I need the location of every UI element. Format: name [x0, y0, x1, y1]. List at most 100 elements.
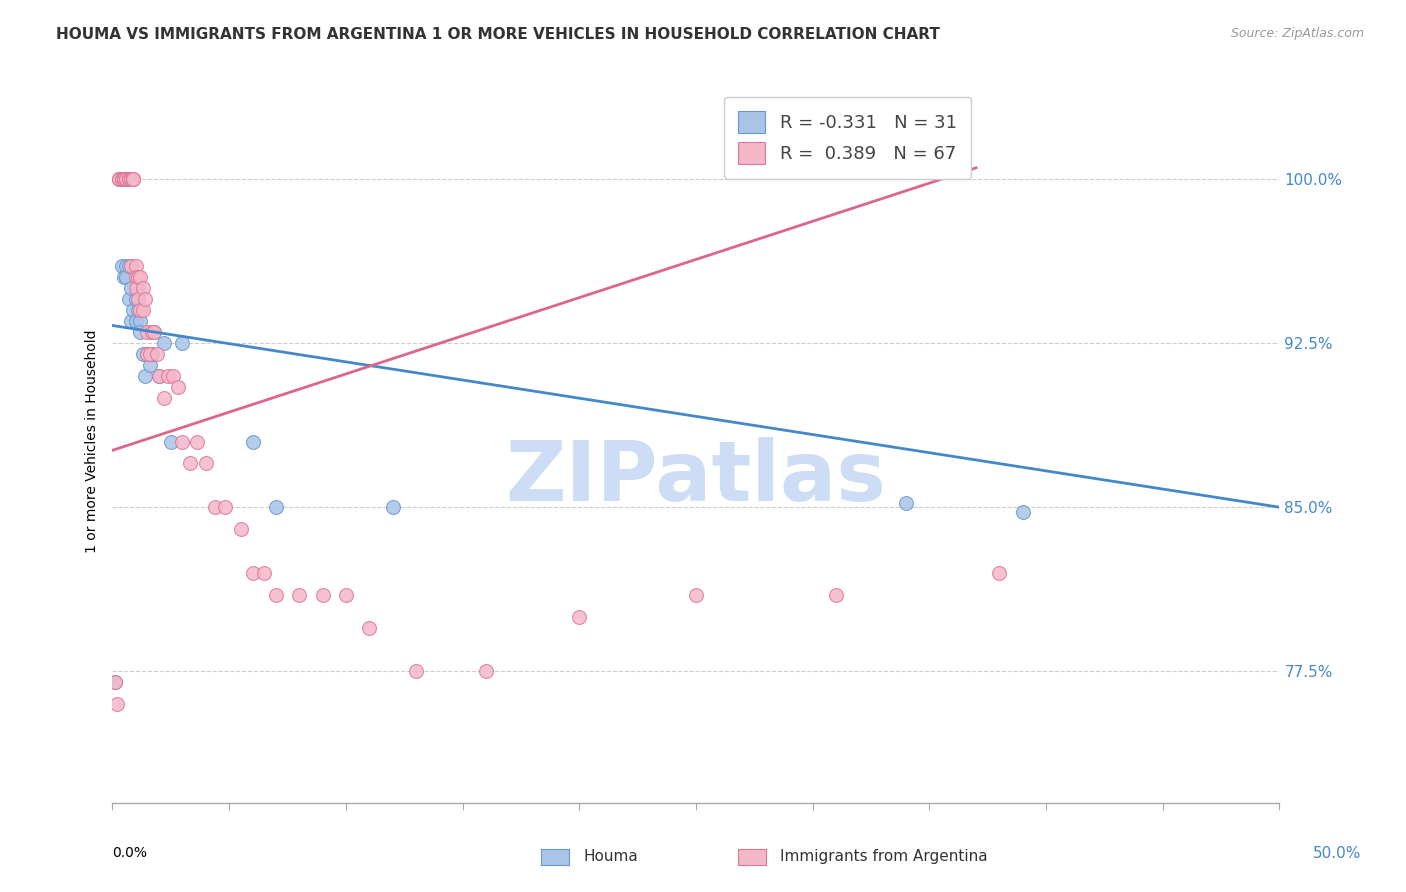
Point — [122, 171, 145, 186]
Text: Source: ZipAtlas.com: Source: ZipAtlas.com — [1230, 27, 1364, 40]
Text: 0.0%: 0.0% — [112, 847, 148, 860]
Point — [141, 347, 163, 361]
Point — [143, 325, 166, 339]
Point — [568, 609, 591, 624]
Point — [132, 303, 155, 318]
Point — [132, 281, 155, 295]
Point — [108, 171, 131, 186]
Point — [122, 171, 145, 186]
Point — [127, 281, 149, 295]
Point — [253, 566, 276, 580]
Point — [162, 368, 184, 383]
Point — [311, 588, 333, 602]
Point — [229, 522, 252, 536]
Point — [127, 270, 149, 285]
Point — [104, 675, 127, 690]
Legend: R = -0.331   N = 31, R =  0.389   N = 67: R = -0.331 N = 31, R = 0.389 N = 67 — [724, 96, 972, 178]
Point — [172, 336, 194, 351]
Point — [111, 171, 134, 186]
Point — [475, 665, 498, 679]
Point — [115, 171, 138, 186]
Point — [120, 171, 142, 186]
Point — [136, 347, 159, 361]
Point — [125, 270, 148, 285]
Point — [146, 347, 169, 361]
Point — [111, 171, 134, 186]
Point — [125, 292, 148, 306]
Text: Immigrants from Argentina: Immigrants from Argentina — [780, 849, 988, 863]
Point — [108, 171, 131, 186]
Point — [186, 434, 208, 449]
Point — [157, 368, 180, 383]
Point — [264, 588, 287, 602]
Text: 50.0%: 50.0% — [1313, 847, 1361, 861]
Point — [134, 292, 156, 306]
Point — [166, 380, 188, 394]
Point — [127, 292, 149, 306]
Point — [242, 566, 264, 580]
Point — [115, 270, 138, 285]
Point — [139, 358, 162, 372]
Point — [105, 698, 128, 712]
Point — [104, 675, 127, 690]
Text: Houma: Houma — [583, 849, 638, 863]
Point — [134, 368, 156, 383]
Point — [242, 434, 264, 449]
Point — [120, 281, 142, 295]
Point — [120, 260, 142, 274]
Point — [160, 434, 183, 449]
Text: HOUMA VS IMMIGRANTS FROM ARGENTINA 1 OR MORE VEHICLES IN HOUSEHOLD CORRELATION C: HOUMA VS IMMIGRANTS FROM ARGENTINA 1 OR … — [56, 27, 941, 42]
Point — [214, 500, 236, 515]
Point — [125, 281, 148, 295]
Point — [148, 368, 170, 383]
Point — [112, 171, 135, 186]
Point — [264, 500, 287, 515]
Point — [118, 171, 141, 186]
Point — [148, 368, 170, 383]
Point — [112, 270, 135, 285]
Point — [112, 171, 135, 186]
Point — [120, 171, 142, 186]
Point — [108, 171, 131, 186]
Point — [118, 171, 141, 186]
Y-axis label: 1 or more Vehicles in Household: 1 or more Vehicles in Household — [86, 330, 100, 553]
Point — [153, 391, 176, 405]
Point — [143, 325, 166, 339]
Point — [288, 588, 311, 602]
Point — [359, 621, 381, 635]
Point — [335, 588, 357, 602]
Point — [153, 336, 176, 351]
Point — [141, 325, 163, 339]
Point — [111, 171, 134, 186]
Point — [118, 292, 141, 306]
Point — [204, 500, 226, 515]
Point — [120, 314, 142, 328]
Point — [381, 500, 404, 515]
Point — [120, 171, 142, 186]
Point — [122, 303, 145, 318]
Text: ZIPatlas: ZIPatlas — [506, 437, 886, 518]
Point — [988, 566, 1011, 580]
Point — [139, 347, 162, 361]
Point — [405, 665, 427, 679]
Point — [685, 588, 707, 602]
Point — [129, 325, 152, 339]
Point — [894, 496, 917, 510]
Point — [118, 171, 141, 186]
Point — [136, 325, 159, 339]
Point — [112, 171, 135, 186]
Point — [129, 314, 152, 328]
Point — [115, 260, 138, 274]
Point — [118, 171, 141, 186]
Point — [825, 588, 848, 602]
Point — [115, 171, 138, 186]
Point — [111, 260, 134, 274]
Point — [112, 171, 135, 186]
Point — [127, 303, 149, 318]
Point — [125, 314, 148, 328]
Point — [129, 270, 152, 285]
Point — [125, 260, 148, 274]
Point — [1011, 505, 1033, 519]
Point — [122, 171, 145, 186]
Point — [172, 434, 194, 449]
